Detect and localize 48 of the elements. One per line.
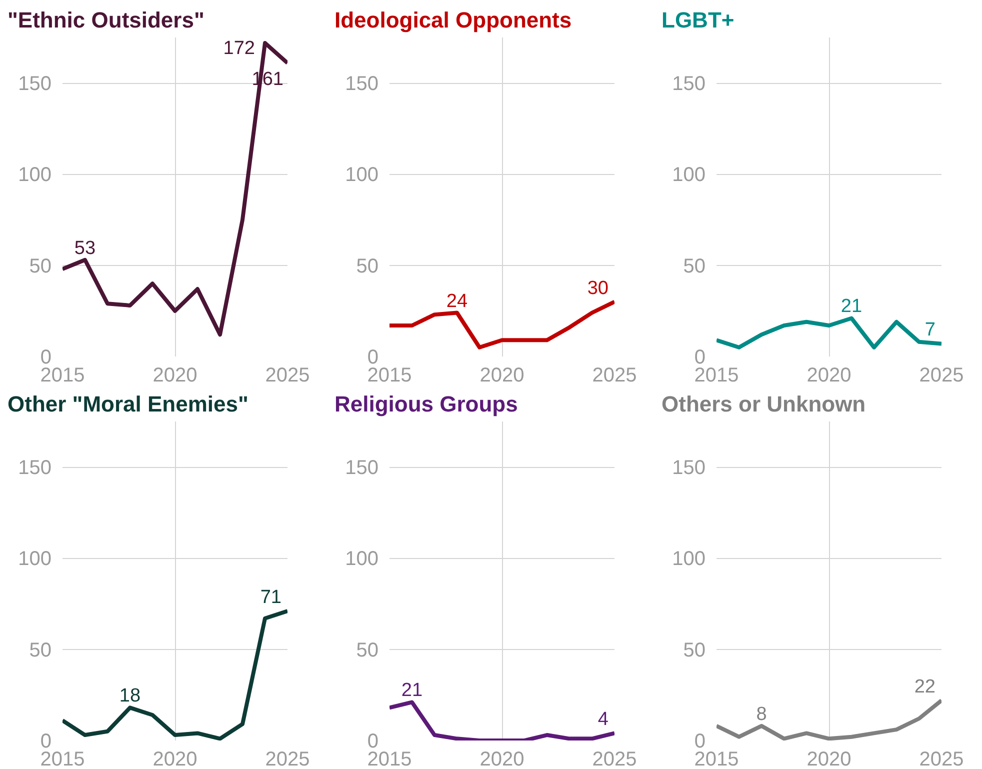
x-tick-label: 2020 — [152, 364, 198, 386]
chart-title: Ideological Opponents — [334, 8, 572, 32]
x-tick-label: 2025 — [592, 748, 637, 769]
chart-title: "Ethnic Outsiders" — [8, 8, 204, 32]
x-tick-label: 2020 — [152, 748, 198, 769]
x-tick-label: 2020 — [480, 364, 524, 386]
y-tick-label: 150 — [18, 73, 52, 96]
x-tick-label: 2025 — [919, 364, 964, 386]
y-tick-label: 150 — [345, 457, 379, 480]
y-tick-label: 150 — [345, 73, 379, 96]
x-tick-label: 2020 — [806, 364, 852, 386]
y-tick-label: 50 — [683, 639, 706, 662]
chart-title: Other "Moral Enemies" — [8, 392, 248, 416]
y-tick-label: 50 — [29, 255, 52, 278]
y-tick-label: 100 — [345, 548, 379, 570]
x-tick-label: 2025 — [265, 364, 310, 386]
chart-title: Others or Unknown — [662, 392, 866, 416]
x-tick-label: 2020 — [480, 748, 524, 769]
data-label: 71 — [260, 587, 282, 608]
data-label: 21 — [401, 680, 423, 702]
y-tick-label: 50 — [29, 639, 52, 662]
data-label: 18 — [119, 686, 141, 707]
data-label: 4 — [598, 709, 609, 730]
y-tick-label: 150 — [672, 73, 706, 96]
y-tick-label: 100 — [672, 548, 706, 570]
data-label: 8 — [756, 704, 767, 725]
data-label: 172 — [223, 38, 255, 59]
x-tick-label: 2025 — [919, 748, 964, 769]
y-tick-label: 50 — [356, 255, 379, 278]
data-label: 24 — [446, 290, 468, 312]
y-tick-label: 150 — [18, 457, 52, 480]
y-tick-label: 100 — [672, 164, 706, 186]
y-tick-label: 100 — [18, 164, 52, 186]
x-tick-label: 2025 — [265, 748, 310, 769]
data-label: 30 — [587, 278, 609, 299]
y-tick-label: 100 — [18, 548, 52, 570]
y-tick-label: 50 — [356, 639, 379, 662]
data-label: 22 — [914, 676, 936, 698]
y-tick-label: 50 — [683, 255, 706, 278]
x-tick-label: 2025 — [592, 364, 637, 386]
x-tick-label: 2020 — [806, 748, 852, 769]
data-label: 53 — [74, 238, 96, 259]
data-label: 7 — [924, 320, 936, 341]
chart-title: Religious Groups — [334, 392, 518, 416]
y-tick-label: 150 — [672, 457, 706, 480]
y-tick-label: 100 — [345, 164, 379, 186]
data-label: 21 — [840, 296, 862, 318]
chart-title: LGBT+ — [662, 8, 734, 32]
